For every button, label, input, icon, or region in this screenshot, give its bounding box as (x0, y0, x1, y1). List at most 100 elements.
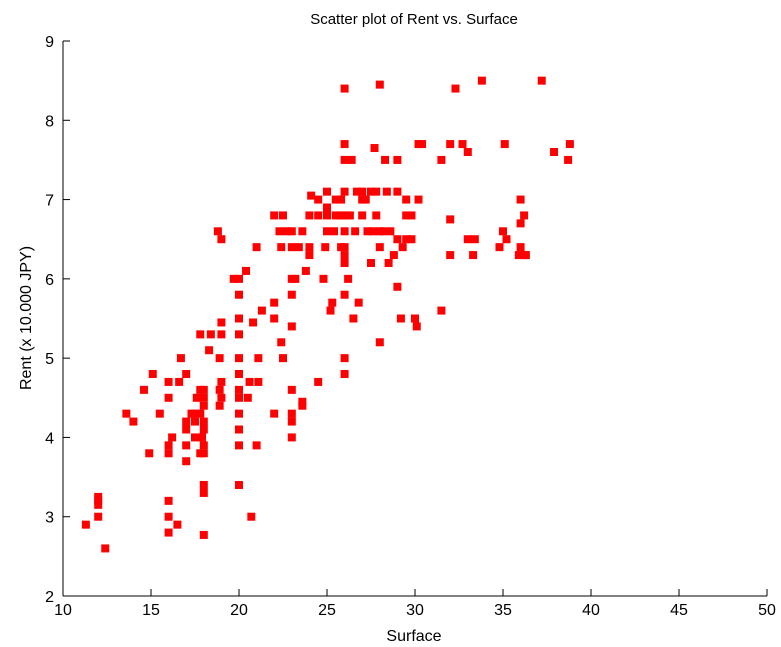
data-point (164, 496, 173, 505)
data-point (291, 274, 300, 283)
data-point (305, 211, 314, 220)
data-point (217, 318, 226, 327)
data-point (182, 457, 191, 466)
data-point (191, 409, 199, 418)
data-point (446, 140, 455, 149)
data-point (398, 243, 407, 252)
data-point (384, 259, 393, 267)
data-point (382, 187, 391, 196)
data-point (305, 251, 314, 260)
data-point (270, 211, 279, 220)
data-point (245, 377, 254, 386)
data-point (145, 449, 154, 458)
data-point (205, 346, 214, 355)
data-point (407, 211, 416, 220)
data-point (386, 227, 395, 236)
data-point (182, 425, 191, 434)
data-point (537, 76, 546, 85)
data-point (164, 528, 173, 537)
data-point (314, 195, 323, 204)
data-point (451, 84, 460, 93)
data-point (321, 243, 330, 252)
data-point (199, 441, 208, 450)
data-point (243, 393, 252, 402)
data-point (375, 243, 384, 252)
y-tick-label: 2 (45, 589, 54, 606)
data-point (148, 370, 157, 378)
data-point (372, 211, 381, 220)
data-point (277, 243, 286, 252)
data-point (521, 251, 530, 260)
data-point (279, 354, 287, 363)
data-point (330, 227, 339, 236)
data-point (393, 187, 402, 196)
data-point (235, 274, 243, 283)
x-tick-label: 45 (670, 602, 688, 619)
data-point (402, 235, 411, 244)
data-points (81, 76, 574, 553)
data-point (301, 266, 310, 275)
data-point (358, 187, 367, 196)
data-point (199, 401, 208, 410)
data-point (279, 211, 287, 220)
data-point (199, 481, 208, 489)
data-point (402, 195, 411, 204)
data-point (182, 370, 191, 378)
data-point (129, 417, 138, 426)
data-point (191, 433, 199, 442)
data-point (164, 393, 173, 402)
data-point (164, 441, 173, 450)
x-tick-label: 15 (142, 602, 160, 619)
data-point (516, 219, 525, 228)
data-point (340, 354, 349, 363)
data-point (340, 259, 349, 267)
data-point (298, 227, 307, 236)
data-point (287, 243, 296, 252)
data-point (198, 433, 207, 442)
data-point (287, 409, 296, 418)
data-point (340, 243, 349, 252)
data-point (326, 306, 335, 315)
data-point (354, 298, 363, 307)
data-point (437, 155, 446, 164)
data-point (101, 544, 110, 553)
data-point (282, 227, 291, 236)
data-point (340, 187, 349, 196)
data-point (564, 155, 573, 164)
data-point (351, 227, 360, 236)
x-tick-label: 50 (758, 602, 776, 619)
data-point (323, 187, 331, 196)
data-point (331, 195, 340, 204)
data-point (500, 140, 509, 149)
data-point (363, 227, 372, 236)
data-point (499, 227, 507, 236)
data-point (270, 298, 279, 307)
data-point (375, 80, 384, 89)
data-point (254, 354, 263, 363)
data-point (340, 370, 349, 378)
data-point (287, 290, 296, 299)
data-point (402, 211, 411, 220)
data-point (372, 187, 381, 196)
data-point (514, 251, 523, 260)
y-tick-label: 7 (45, 193, 54, 210)
data-point (367, 187, 375, 196)
data-point (463, 148, 472, 156)
data-point (469, 251, 478, 260)
data-point (389, 251, 398, 260)
data-point (213, 227, 222, 236)
data-point (257, 306, 266, 315)
data-point (94, 512, 103, 521)
data-point (191, 417, 199, 426)
y-tick-label: 9 (45, 34, 54, 51)
data-point (411, 314, 419, 323)
data-point (393, 282, 402, 291)
data-point (396, 314, 405, 323)
data-point (199, 385, 208, 394)
data-point (367, 259, 375, 267)
data-point (379, 227, 388, 236)
data-point (249, 318, 258, 327)
data-point (235, 354, 243, 363)
data-point (314, 211, 323, 220)
